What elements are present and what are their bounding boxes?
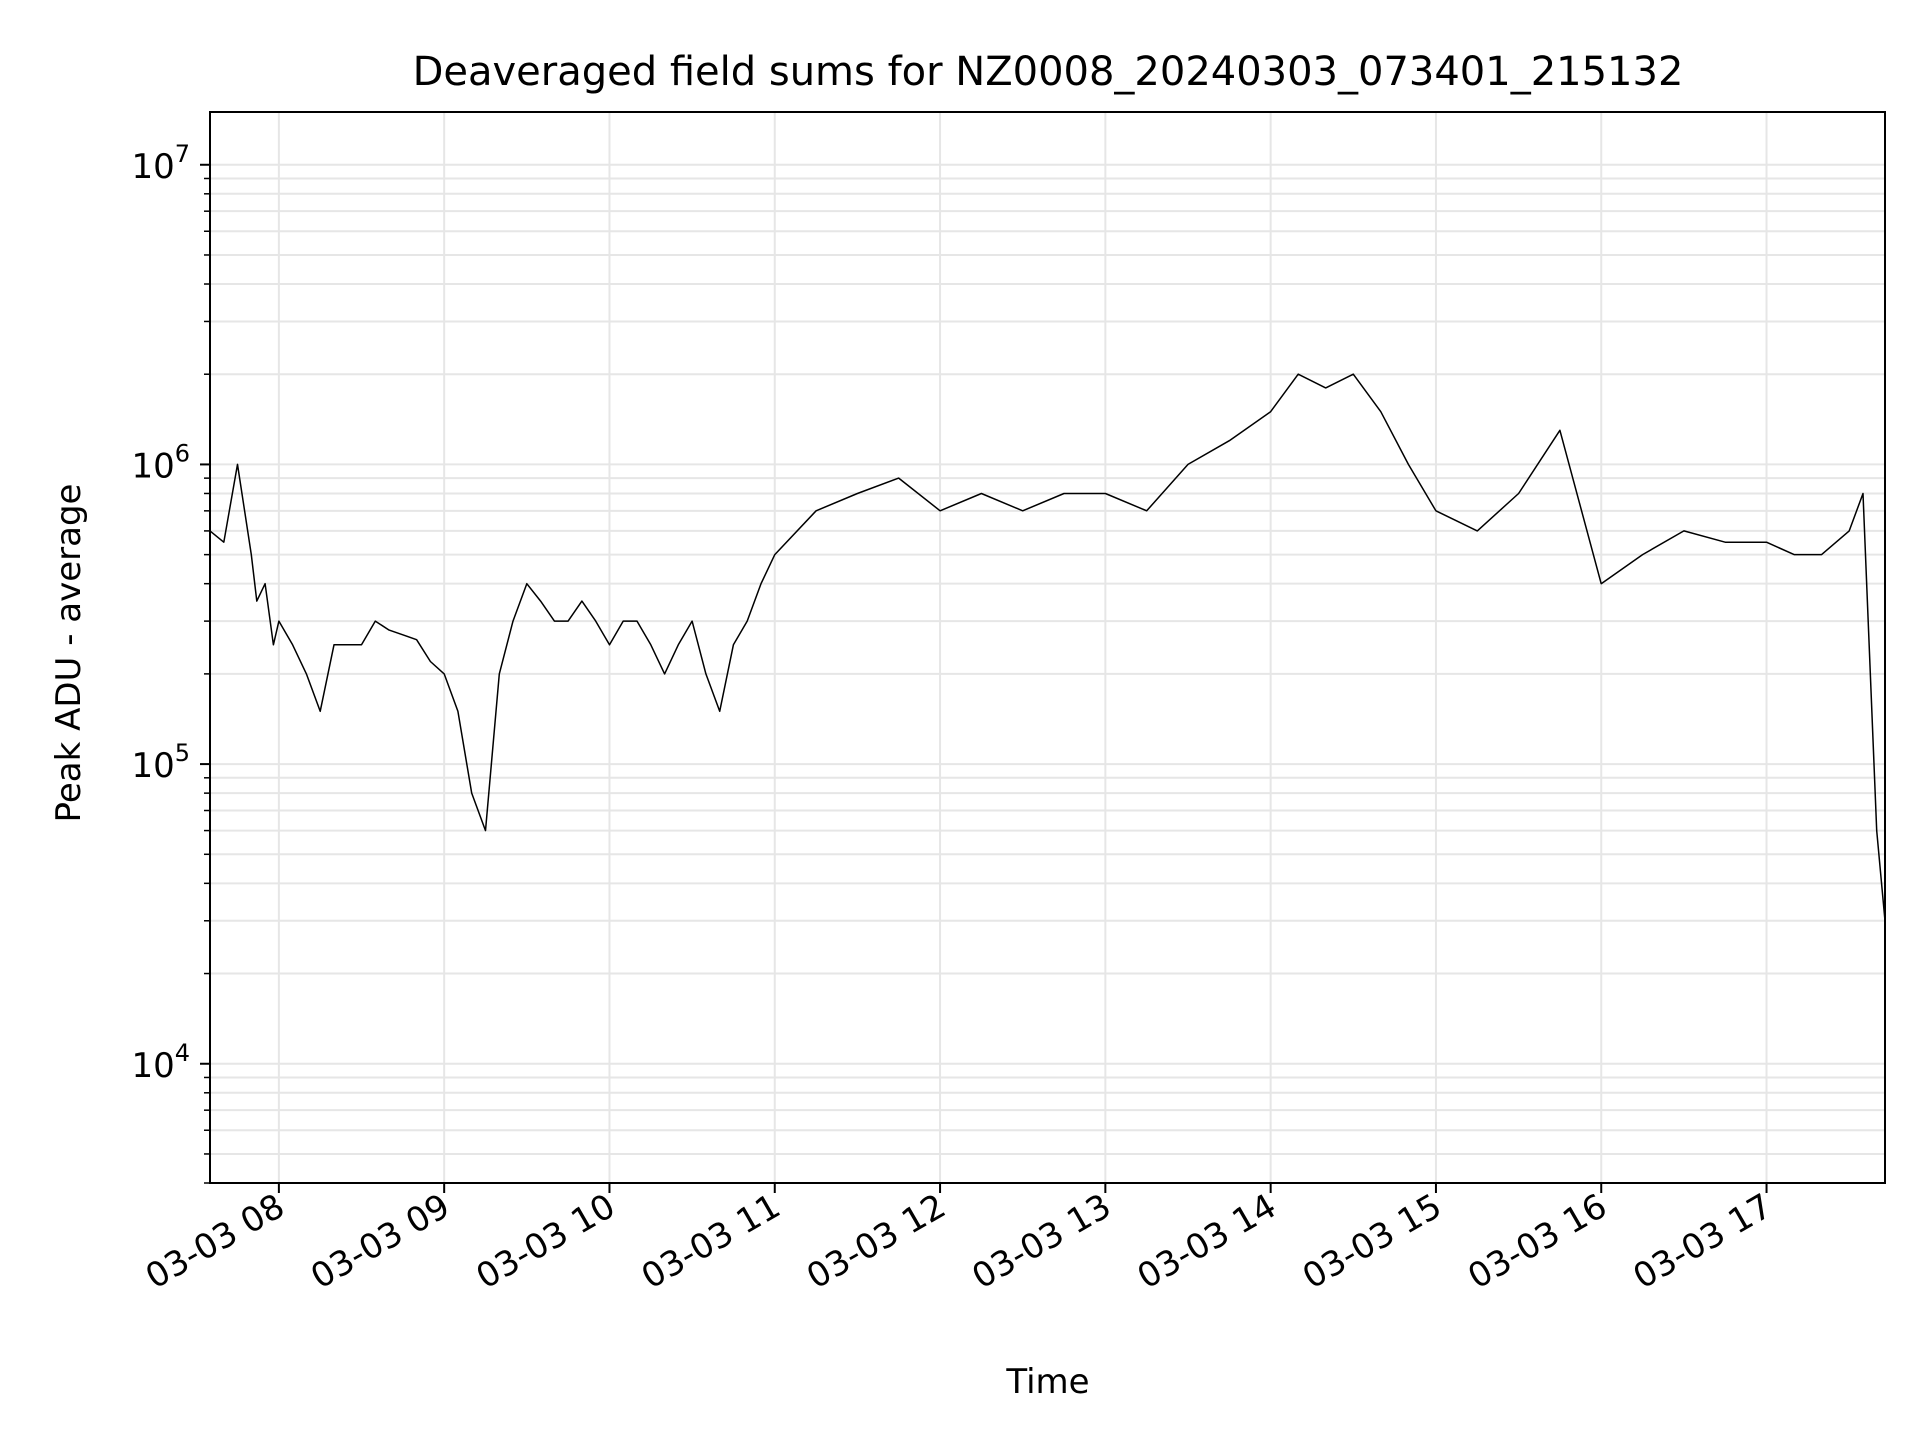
- series-line: [209, 373, 1886, 921]
- y-tick-label: 104: [131, 1039, 190, 1086]
- y-tick-label: 107: [131, 140, 190, 187]
- y-axis-label: Peak ADU - average: [49, 484, 89, 823]
- grid-layer: [210, 112, 1885, 1184]
- series-layer: [209, 373, 1886, 921]
- x-axis-label: Time: [1005, 1362, 1089, 1402]
- chart-title: Deaveraged field sums for NZ0008_2024030…: [413, 49, 1684, 95]
- plot-frame: [209, 111, 1886, 1184]
- y-tick-label: 105: [131, 739, 190, 786]
- y-tick-label: 106: [131, 439, 190, 486]
